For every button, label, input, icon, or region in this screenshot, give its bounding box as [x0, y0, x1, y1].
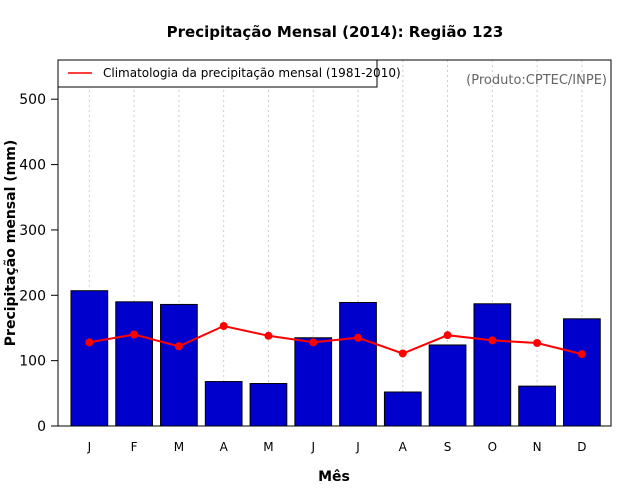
climatology-line	[89, 324, 583, 356]
climatology-point-6	[354, 333, 363, 342]
bar-6	[339, 301, 377, 427]
bar-11	[563, 318, 601, 427]
climatology-point-2	[174, 342, 183, 351]
x-tick-label: J	[310, 440, 315, 454]
climatology-point-4	[264, 331, 273, 340]
bar-2	[160, 303, 198, 427]
bar-4	[249, 383, 288, 427]
x-axis-label: Mês	[318, 469, 350, 485]
y-tick-label: 200	[19, 288, 46, 304]
climatology-point-0	[85, 338, 94, 347]
legend-box	[57, 59, 378, 88]
y-tick-label: 0	[37, 419, 46, 435]
x-tick-label: A	[220, 440, 229, 454]
y-tick-label: 500	[19, 92, 46, 108]
bar-1	[115, 301, 153, 427]
climatology-point-11	[577, 350, 586, 359]
legend: Climatologia da precipitação mensal (198…	[57, 59, 401, 88]
climatology-point-10	[533, 338, 542, 347]
y-tick-label: 400	[19, 158, 46, 174]
bar-7	[383, 391, 422, 427]
y-axis-label: Precipitação mensal (mm)	[3, 140, 19, 346]
climatology-point-5	[309, 338, 318, 347]
bar-9	[473, 303, 512, 427]
x-tick-label: J	[87, 440, 92, 454]
x-tick-label: J	[355, 440, 360, 454]
bar-10	[518, 385, 556, 427]
bar-0	[70, 290, 109, 427]
x-tick-label: M	[263, 440, 273, 454]
x-tick-label: O	[488, 440, 497, 454]
climatology-series	[85, 322, 586, 359]
chart-title: Precipitação Mensal (2014): Região 123	[167, 23, 504, 41]
legend-label: Climatologia da precipitação mensal (198…	[103, 66, 401, 80]
y-axis: 0 100 200 300 400 500	[19, 92, 59, 435]
x-tick-label: S	[444, 440, 452, 454]
climatology-point-3	[219, 322, 228, 331]
climatology-point-7	[398, 349, 407, 358]
climatology-point-8	[443, 331, 452, 340]
x-tick-label: F	[131, 440, 138, 454]
bar-5	[294, 337, 333, 427]
x-tick-label: A	[399, 440, 408, 454]
x-tick-label: D	[577, 440, 586, 454]
y-tick-label: 300	[19, 223, 46, 239]
y-tick-label: 100	[19, 354, 46, 370]
bar-3	[204, 381, 243, 427]
bar-8	[428, 344, 467, 427]
bar-series	[70, 290, 601, 427]
climatology-point-1	[130, 330, 139, 339]
source-annotation: (Produto:CPTEC/INPE)	[466, 73, 607, 88]
climatology-point-9	[488, 336, 497, 345]
x-tick-label: N	[533, 440, 542, 454]
x-tick-label: M	[174, 440, 184, 454]
